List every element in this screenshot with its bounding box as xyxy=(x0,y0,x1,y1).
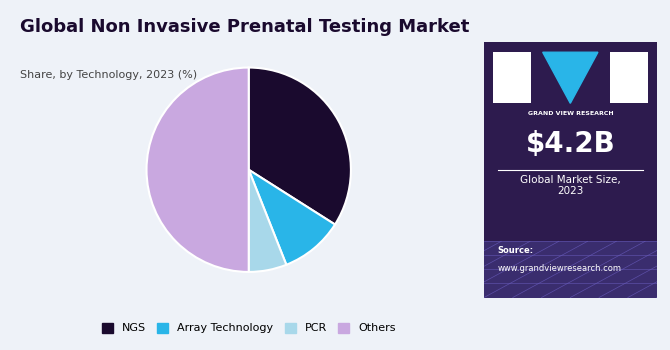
Text: Share, by Technology, 2023 (%): Share, by Technology, 2023 (%) xyxy=(20,70,197,80)
Legend: NGS, Array Technology, PCR, Others: NGS, Array Technology, PCR, Others xyxy=(98,318,400,338)
Bar xyxy=(610,52,648,103)
Bar xyxy=(492,52,531,103)
Text: Global Non Invasive Prenatal Testing Market: Global Non Invasive Prenatal Testing Mar… xyxy=(20,18,470,35)
Bar xyxy=(484,241,657,298)
Text: www.grandviewresearch.com: www.grandviewresearch.com xyxy=(498,264,622,273)
Text: Global Market Size,
2023: Global Market Size, 2023 xyxy=(520,175,620,196)
Wedge shape xyxy=(249,170,335,265)
Wedge shape xyxy=(147,68,249,272)
Text: GRAND VIEW RESEARCH: GRAND VIEW RESEARCH xyxy=(527,111,613,116)
Text: $4.2B: $4.2B xyxy=(525,130,615,158)
Polygon shape xyxy=(543,52,598,103)
Wedge shape xyxy=(249,170,286,272)
Wedge shape xyxy=(249,68,351,224)
Text: Source:: Source: xyxy=(498,246,534,256)
